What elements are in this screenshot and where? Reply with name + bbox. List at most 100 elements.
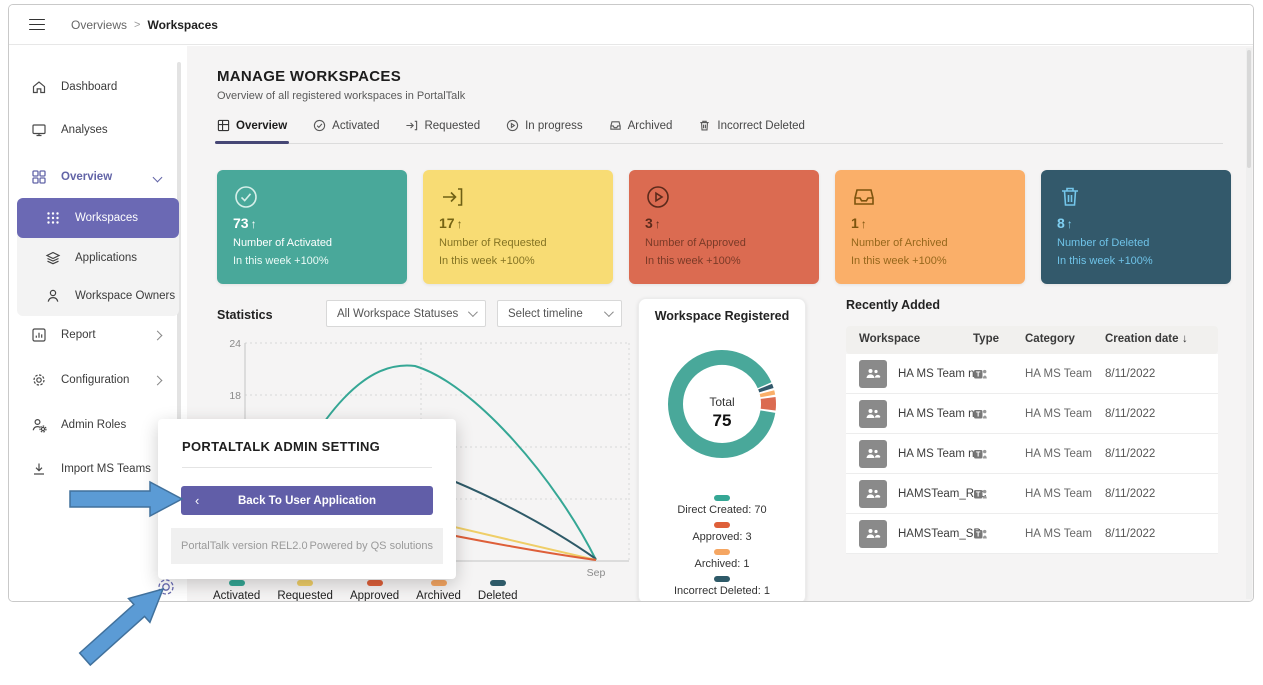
stat-cards-row: 73 ↑ Number of Activated In this week +10… — [217, 170, 1231, 284]
sidebar-item-workspaces[interactable]: Workspaces — [17, 198, 179, 238]
stat-card-activated[interactable]: 73 ↑ Number of Activated In this week +10… — [217, 170, 407, 284]
arrow-into-bracket-icon — [439, 184, 465, 210]
top-bar: Overviews > Workspaces — [9, 5, 1253, 45]
person-gear-icon — [31, 417, 47, 433]
table-body: HA MS Team nc T HA MS Team 8/11/2022 HA … — [846, 354, 1218, 554]
statistics-title: Statistics — [217, 308, 273, 322]
gear-icon — [31, 372, 47, 388]
person-icon — [45, 288, 61, 304]
workspace-status-filter-dropdown[interactable]: All Workspace Statuses — [326, 300, 486, 327]
hamburger-menu-icon[interactable] — [29, 18, 45, 31]
trend-up-icon: ↑ — [654, 217, 661, 231]
sidebar-item-dashboard[interactable]: Dashboard — [9, 70, 179, 104]
table-row[interactable]: HA MS Team nc T HA MS Team 8/11/2022 — [846, 394, 1218, 434]
sort-descending-icon[interactable]: ↓ — [1182, 333, 1188, 345]
main-scrollbar[interactable] — [1246, 48, 1252, 599]
sidebar-item-admin-roles[interactable]: Admin Roles — [9, 408, 179, 442]
app-window: Overviews > Workspaces Dashboard Analyse… — [8, 4, 1254, 602]
legend-swatch — [489, 580, 506, 586]
sidebar-item-applications[interactable]: Applications — [17, 238, 179, 278]
stat-card-deleted[interactable]: 8 ↑ Number of Deleted In this week +100% — [1041, 170, 1231, 284]
page-subtitle: Overview of all registered workspaces in… — [217, 90, 466, 102]
sidebar-item-report[interactable]: Report — [9, 318, 179, 352]
svg-text:T: T — [976, 492, 981, 499]
trash-icon — [698, 119, 711, 132]
breadcrumb-current: Workspaces — [147, 17, 218, 32]
admin-settings-gear-icon[interactable] — [155, 576, 177, 598]
legend-swatch — [228, 580, 245, 586]
legend-item-archived[interactable]: Archived — [416, 580, 461, 601]
x-axis-label-sep: Sep — [587, 567, 606, 579]
table-row[interactable]: HA MS Team nc T HA MS Team 8/11/2022 — [846, 434, 1218, 474]
trash-icon — [1057, 184, 1083, 210]
legend-item-activated[interactable]: Activated — [213, 580, 260, 601]
column-creation-date[interactable]: Creation date — [1105, 333, 1179, 345]
sidebar-item-import-ms-teams[interactable]: Import MS Teams — [9, 452, 179, 486]
powered-by-label: Powered by QS solutions — [309, 540, 433, 552]
table-row[interactable]: HAMSTeam_SP T HA MS Team 8/11/2022 — [846, 514, 1218, 554]
tab-bar: Overview Activated Requested In progress… — [214, 116, 1223, 144]
trend-up-icon: ↑ — [1066, 217, 1073, 231]
grid-icon — [31, 169, 47, 185]
chevron-down-icon — [467, 307, 478, 318]
column-category[interactable]: Category — [1025, 333, 1075, 345]
svg-text:T: T — [976, 532, 981, 539]
tab-activated[interactable]: Activated — [313, 116, 379, 143]
breadcrumb-separator-icon: > — [134, 18, 141, 31]
inbox-icon — [609, 119, 622, 132]
page-title: MANAGE WORKSPACES — [217, 68, 401, 85]
ms-teams-icon: T — [973, 487, 987, 501]
donut-chart — [668, 350, 776, 458]
sidebar-item-workspace-owners[interactable]: Workspace Owners — [17, 276, 179, 316]
arrow-into-bracket-icon — [405, 119, 418, 132]
tab-overview[interactable]: Overview — [214, 116, 290, 144]
timeline-filter-dropdown[interactable]: Select timeline — [497, 300, 622, 327]
legend-item-deleted[interactable]: Deleted — [478, 580, 518, 601]
stat-card-archived[interactable]: 1 ↑ Number of Archived In this week +100% — [835, 170, 1025, 284]
back-chevron-icon: ‹ — [195, 493, 200, 508]
donut-legend-approved: Approved: 3 — [692, 522, 752, 543]
tab-requested[interactable]: Requested — [405, 116, 480, 143]
recently-added-panel: Recently Added Workspace Type Category C… — [846, 298, 1218, 554]
team-avatar — [859, 520, 887, 548]
tab-archived[interactable]: Archived — [609, 116, 672, 143]
breadcrumb: Overviews > Workspaces — [71, 18, 218, 32]
sidebar-scrollbar[interactable] — [177, 62, 181, 474]
chevron-right-icon — [152, 375, 163, 385]
version-label: PortalTalk version REL2.0 — [181, 540, 308, 552]
popup-title: PORTALTALK ADMIN SETTING — [182, 439, 381, 454]
legend-swatch — [713, 522, 730, 528]
sidebar-item-overview[interactable]: Overview — [9, 160, 179, 194]
board-icon — [217, 119, 230, 132]
legend-swatch — [713, 495, 730, 501]
dots-grid-icon — [45, 210, 61, 226]
breadcrumb-section[interactable]: Overviews — [71, 17, 128, 32]
divider — [182, 467, 432, 468]
table-header: Workspace Type Category Creation date ↓ — [846, 326, 1218, 354]
check-circle-icon — [233, 184, 259, 210]
donut-title: Workspace Registered — [654, 309, 790, 323]
tab-incorrect-deleted[interactable]: Incorrect Deleted — [698, 116, 805, 143]
tab-in-progress[interactable]: In progress — [506, 116, 583, 143]
y-axis-tick-24: 24 — [229, 338, 241, 350]
play-circle-icon — [645, 184, 671, 210]
back-to-user-application-button[interactable]: ‹ Back To User Application — [181, 486, 433, 515]
chart-legend: Activated Requested Approved Archived De… — [213, 580, 518, 601]
recently-added-title: Recently Added — [846, 298, 941, 312]
sidebar-item-configuration[interactable]: Configuration — [9, 363, 179, 397]
column-workspace[interactable]: Workspace — [859, 333, 921, 345]
inbox-icon — [851, 184, 877, 210]
legend-item-approved[interactable]: Approved — [350, 580, 399, 601]
download-icon — [31, 461, 47, 477]
sidebar-item-analyses[interactable]: Analyses — [9, 113, 179, 147]
popup-footer: PortalTalk version REL2.0 Powered by QS … — [171, 528, 443, 564]
table-row[interactable]: HAMSTeam_Rec T HA MS Team 8/11/2022 — [846, 474, 1218, 514]
stat-card-approved[interactable]: 3 ↑ Number of Approved In this week +100% — [629, 170, 819, 284]
table-row[interactable]: HA MS Team nc T HA MS Team 8/11/2022 — [846, 354, 1218, 394]
donut-legend-archived: Archived: 1 — [694, 549, 750, 570]
stat-card-requested[interactable]: 17 ↑ Number of Requested In this week +10… — [423, 170, 613, 284]
legend-item-requested[interactable]: Requested — [277, 580, 333, 601]
workspace-registered-card: Workspace Registered Total 75 Direct Cre… — [638, 298, 806, 601]
column-type[interactable]: Type — [973, 333, 999, 345]
